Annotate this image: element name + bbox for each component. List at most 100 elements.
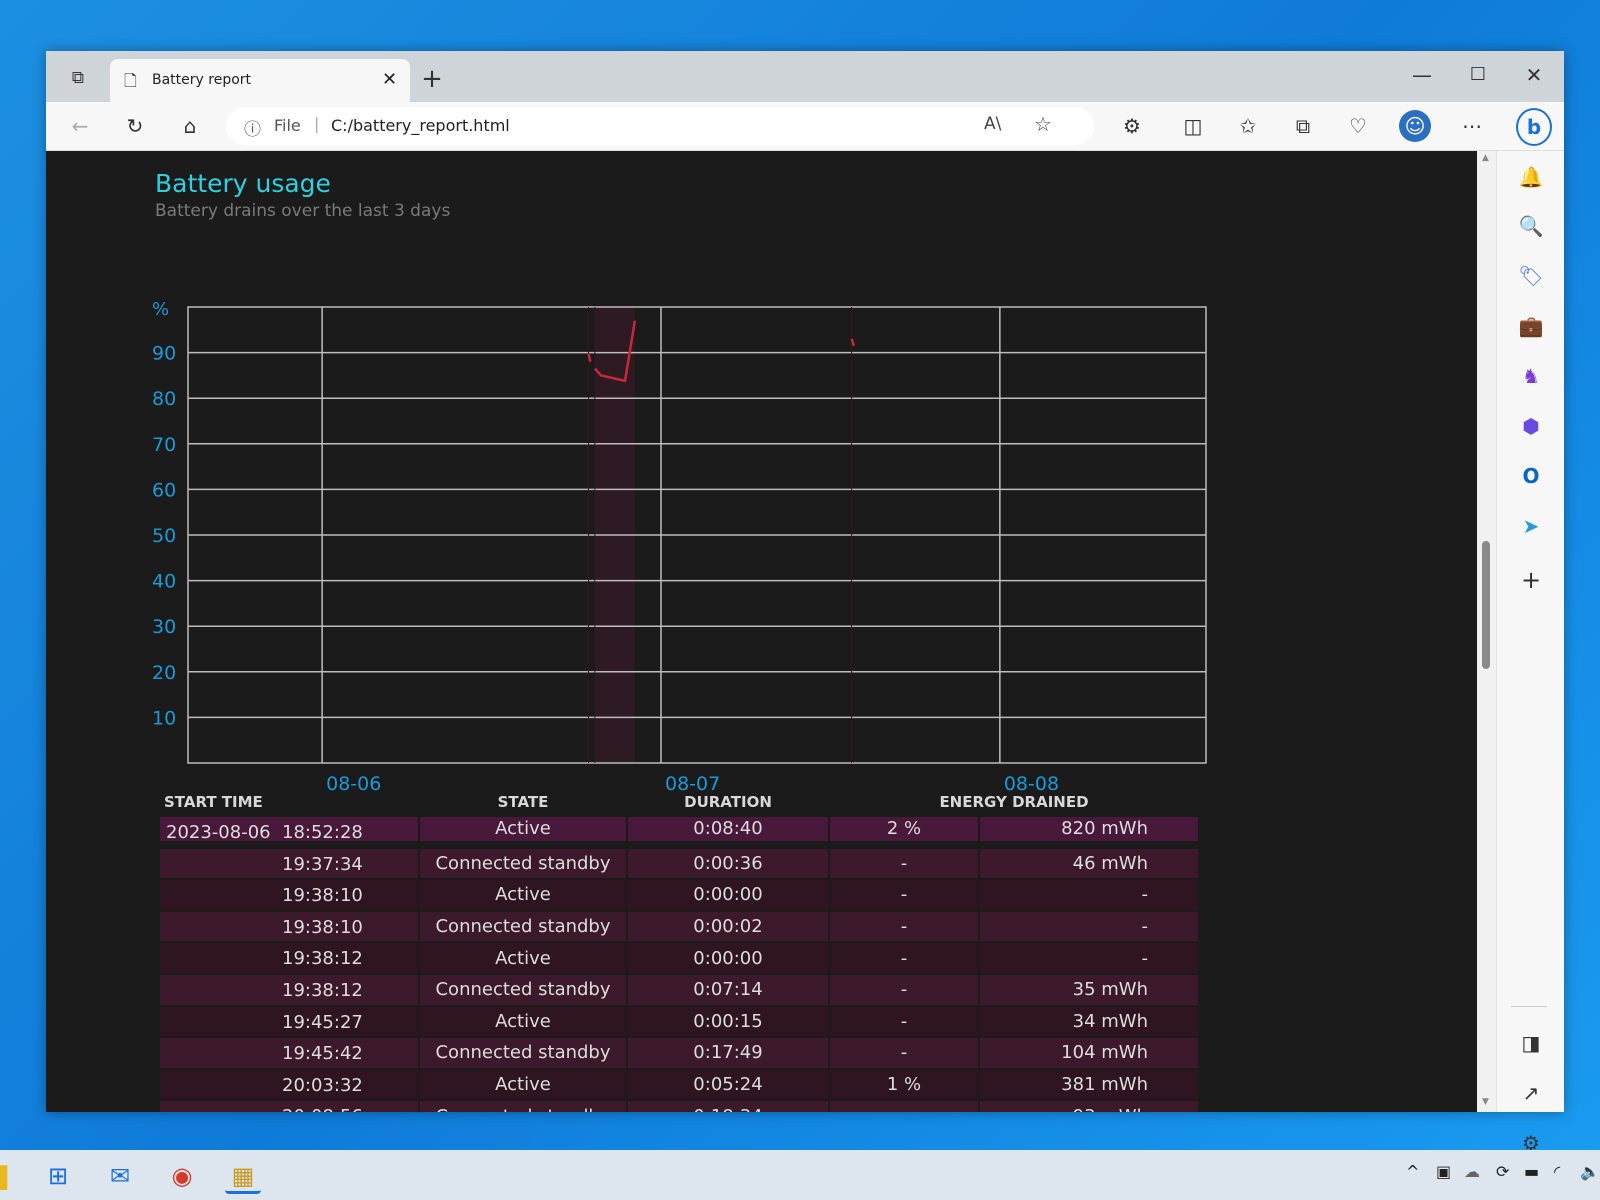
split-screen-icon[interactable]: ◫ (1183, 114, 1203, 138)
cell-state: Active (420, 1006, 626, 1039)
sidebar-divider (1511, 1006, 1547, 1007)
tab-battery-report[interactable]: 🗋 Battery report ✕ (110, 59, 410, 102)
cell-duration: 0:07:14 (628, 974, 828, 1007)
home-icon[interactable]: ⌂ (183, 114, 197, 138)
maximize-icon[interactable]: ☐ (1469, 64, 1487, 85)
favorites-icon[interactable]: ✩ (1239, 114, 1257, 138)
hide-sidebar-icon[interactable]: ◨ (1521, 1031, 1541, 1055)
outlook-icon[interactable]: O (1522, 464, 1540, 488)
onedrive-cloud-icon[interactable]: ☁ (1464, 1162, 1480, 1181)
table-row: 2023-08-06 18:52:28 Active 0:08:40 2 % 820 mW… (160, 817, 1198, 849)
scroll-up-icon[interactable]: ▲ (1482, 153, 1489, 163)
extensions-icon[interactable]: ⚙ (1123, 114, 1141, 138)
tab-bar: ⧉ 🗋 Battery report ✕ + — ☐ ✕ (46, 51, 1564, 102)
read-aloud-icon[interactable]: A\ (984, 114, 1002, 134)
microsoft-store-icon[interactable]: ⊞ (47, 1162, 69, 1190)
cell-duration: 0:00:00 (628, 943, 828, 975)
tools-briefcase-icon[interactable]: 💼 (1518, 314, 1544, 338)
cell-energy-drained: 35 mWh (980, 974, 1198, 1007)
cell-state: Connected standby (420, 911, 626, 944)
scroll-down-icon[interactable]: ▼ (1482, 1097, 1489, 1107)
address-bar[interactable]: ⓘ File | C:/battery_report.html A\ ☆ (226, 107, 1094, 145)
cell-state: Active (420, 880, 626, 912)
cell-start-time: 19:38:12 (160, 974, 418, 1007)
x-tick-label: 08-08 (1004, 773, 1059, 791)
table-row: 19:45:42 Connected standby 0:17:49-104 mWh (160, 1038, 1198, 1070)
show-hidden-icons-chevron[interactable]: ^ (1406, 1162, 1420, 1181)
profile-avatar[interactable]: ☺ (1399, 110, 1431, 142)
shopping-tag-icon[interactable]: 🏷 (1518, 264, 1544, 288)
meet-camera-icon[interactable]: ▣ (1436, 1162, 1452, 1181)
microsoft-365-icon[interactable]: ⬢ (1522, 414, 1540, 438)
table-header: START TIME STATE DURATION ENERGY DRAINED (160, 787, 1198, 817)
close-window-icon[interactable]: ✕ (1525, 63, 1543, 87)
mail-icon[interactable]: ✉ (109, 1162, 131, 1190)
favorite-star-icon[interactable]: ☆ (1034, 112, 1052, 136)
start-time: 19:37:34 (282, 853, 363, 875)
header-start-time: START TIME (164, 793, 263, 811)
battery-icon[interactable]: ▬ (1524, 1162, 1540, 1181)
start-time: 19:38:10 (282, 885, 363, 907)
cell-duration: 0:18:34 (628, 1101, 828, 1112)
y-tick-label: 20 (152, 662, 176, 684)
header-state: STATE (497, 793, 549, 811)
taskbar: ▇ ⊞ ✉ ◉ ▦ ^ ▣ ☁ ⟳ ▬ ◜ 🔈 (0, 1150, 1600, 1200)
battery-level-line (593, 320, 637, 383)
y-tick-label: 70 (152, 434, 176, 456)
new-tab-icon[interactable]: + (421, 64, 443, 94)
header-duration: DURATION (684, 793, 772, 811)
cell-start-time: 19:45:42 (160, 1038, 418, 1070)
active-app-icon[interactable]: ▦ (225, 1158, 261, 1194)
cell-start-time: 19:38:12 (160, 943, 418, 975)
cell-state: Connected standby (420, 1101, 626, 1112)
wifi-icon[interactable]: ◜ (1554, 1162, 1561, 1181)
cell-duration: 0:05:24 (628, 1069, 828, 1102)
scrollbar-thumb[interactable] (1482, 541, 1490, 669)
cell-percent-drained: - (830, 974, 978, 1007)
cell-energy-drained: 381 mWh (980, 1069, 1198, 1102)
x-tick-label: 08-07 (665, 773, 720, 791)
cell-percent-drained: - (830, 848, 978, 881)
section-subtitle: Battery drains over the last 3 days (155, 201, 451, 221)
volume-icon[interactable]: 🔈 (1580, 1162, 1600, 1181)
cell-duration: 0:00:36 (628, 848, 828, 881)
table-row: 19:37:34 Connected standby 0:00:36-46 mWh (160, 848, 1198, 881)
vertical-scrollbar[interactable]: ▲ ▼ (1477, 151, 1496, 1112)
cell-duration: 0:17:49 (628, 1038, 828, 1070)
drop-send-icon[interactable]: ➤ (1522, 514, 1540, 538)
back-icon[interactable]: ← (71, 114, 89, 138)
add-sidebar-app-icon[interactable]: + (1520, 566, 1542, 594)
table-row: 19:45:27 Active 0:00:15-34 mWh (160, 1006, 1198, 1039)
search-icon[interactable]: 🔍 (1518, 214, 1544, 238)
x-tick-label: 08-06 (326, 773, 381, 791)
refresh-icon[interactable]: ↻ (126, 114, 144, 138)
cell-energy-drained: - (980, 911, 1198, 944)
info-icon[interactable]: ⓘ (244, 120, 261, 140)
games-chess-icon[interactable]: ♞ (1522, 364, 1540, 388)
browser-essentials-icon[interactable]: ♡ (1349, 114, 1367, 138)
file-explorer-icon[interactable]: ▇ (0, 1158, 16, 1194)
start-time: 19:38:12 (282, 948, 363, 970)
settings-gear-icon[interactable]: ⚙ (1522, 1131, 1540, 1155)
bing-copilot-icon[interactable]: b (1516, 108, 1552, 146)
y-tick-label: 10 (152, 707, 176, 729)
cell-energy-drained: 46 mWh (980, 848, 1198, 881)
open-external-icon[interactable]: ↗ (1522, 1081, 1540, 1105)
cell-energy-drained: - (980, 880, 1198, 912)
notifications-bell-icon[interactable]: 🔔 (1518, 165, 1544, 189)
edge-sidebar: 🔔 🔍 🏷 💼 ♞ ⬢ O ➤ + ◨ ↗ ⚙ (1496, 151, 1564, 1155)
minimize-icon[interactable]: — (1412, 63, 1432, 87)
table-row: 19:38:10 Active 0:00:00- - (160, 880, 1198, 912)
address-url[interactable]: C:/battery_report.html (331, 116, 510, 135)
browser-window: ⧉ 🗋 Battery report ✕ + — ☐ ✕ ← ↻ ⌂ ⓘ Fil… (46, 51, 1564, 1155)
collections-icon[interactable]: ⧉ (1295, 114, 1311, 138)
workspaces-icon[interactable]: ⧉ (71, 68, 85, 88)
cell-duration: 0:00:00 (628, 880, 828, 912)
update-icon[interactable]: ⟳ (1496, 1162, 1510, 1181)
chrome-icon[interactable]: ◉ (171, 1162, 193, 1190)
cell-energy-drained: - (980, 943, 1198, 975)
close-tab-icon[interactable]: ✕ (382, 69, 398, 90)
more-options-icon[interactable]: ⋯ (1462, 114, 1482, 138)
cell-state: Active (420, 943, 626, 975)
y-tick-label: 40 (152, 571, 176, 593)
